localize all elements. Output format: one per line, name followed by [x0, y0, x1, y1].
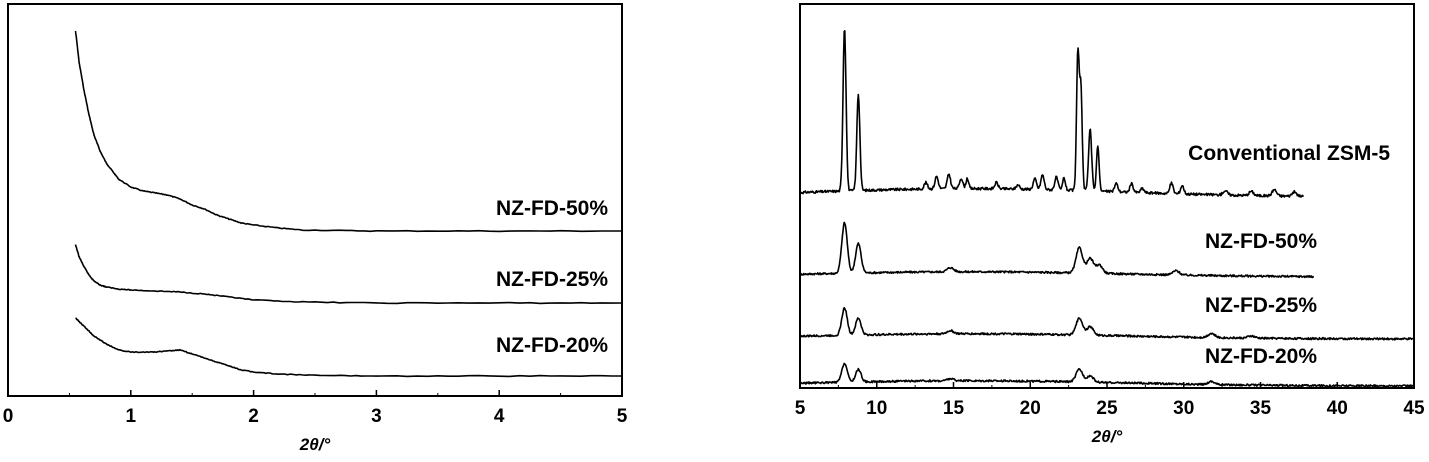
series-label-nz-fd-50: NZ-FD-50%: [496, 197, 608, 220]
series-line-nz-fd-20: [75, 317, 622, 378]
x-tick-label: 35: [1250, 398, 1272, 419]
x-tick-label: 30: [1173, 398, 1194, 419]
x-tick-label: 45: [1403, 398, 1425, 419]
x-tick-label: 10: [866, 398, 887, 419]
x-tick-label: 20: [1020, 398, 1041, 419]
series-line-nz-fd-25: [799, 306, 1415, 341]
x-tick-label: 3: [371, 406, 382, 427]
series-line-nz-fd-25: [74, 244, 623, 305]
x-tick-label: 4: [494, 406, 505, 427]
x-tick-label: 1: [126, 406, 137, 427]
x-tick-label: 5: [617, 406, 628, 427]
series-label-conventional-zsm-5: Conventional ZSM-5: [1188, 142, 1390, 165]
x-tick-label: 15: [943, 398, 965, 419]
series-line-nz-fd-50: [74, 30, 622, 233]
x-tick-label: 25: [1096, 398, 1118, 419]
left-xrd-chart: 0 1 2 3 4 5 2θ/° NZ-FD-50% NZ-FD-25% NZ-FD-20%: [3, 3, 628, 454]
series-label-nz-fd-50: NZ-FD-50%: [1205, 230, 1317, 253]
x-axis-label: 2θ/°: [299, 435, 331, 454]
x-tick-label: 5: [795, 398, 806, 419]
series-label-nz-fd-20: NZ-FD-20%: [1205, 345, 1317, 368]
series-line-nz-fd-50: [799, 221, 1315, 279]
x-tick-label: 0: [3, 406, 14, 427]
x-tick-label: 2: [248, 406, 259, 427]
series-label-nz-fd-25: NZ-FD-25%: [1205, 294, 1317, 317]
plot-frame: [799, 3, 1415, 389]
series-line-conventional-zsm-5: [799, 30, 1305, 198]
x-tick-label: 40: [1327, 398, 1348, 419]
series-line-nz-fd-20: [799, 362, 1415, 388]
series-label-nz-fd-25: NZ-FD-25%: [496, 268, 608, 291]
right-xrd-chart: 5 10 15 20 25 30 35 40 45 2θ/° Conventional ZSM-5 N…: [795, 3, 1425, 446]
series-label-nz-fd-20: NZ-FD-20%: [496, 334, 608, 357]
x-axis-label: 2θ/°: [1091, 427, 1123, 446]
